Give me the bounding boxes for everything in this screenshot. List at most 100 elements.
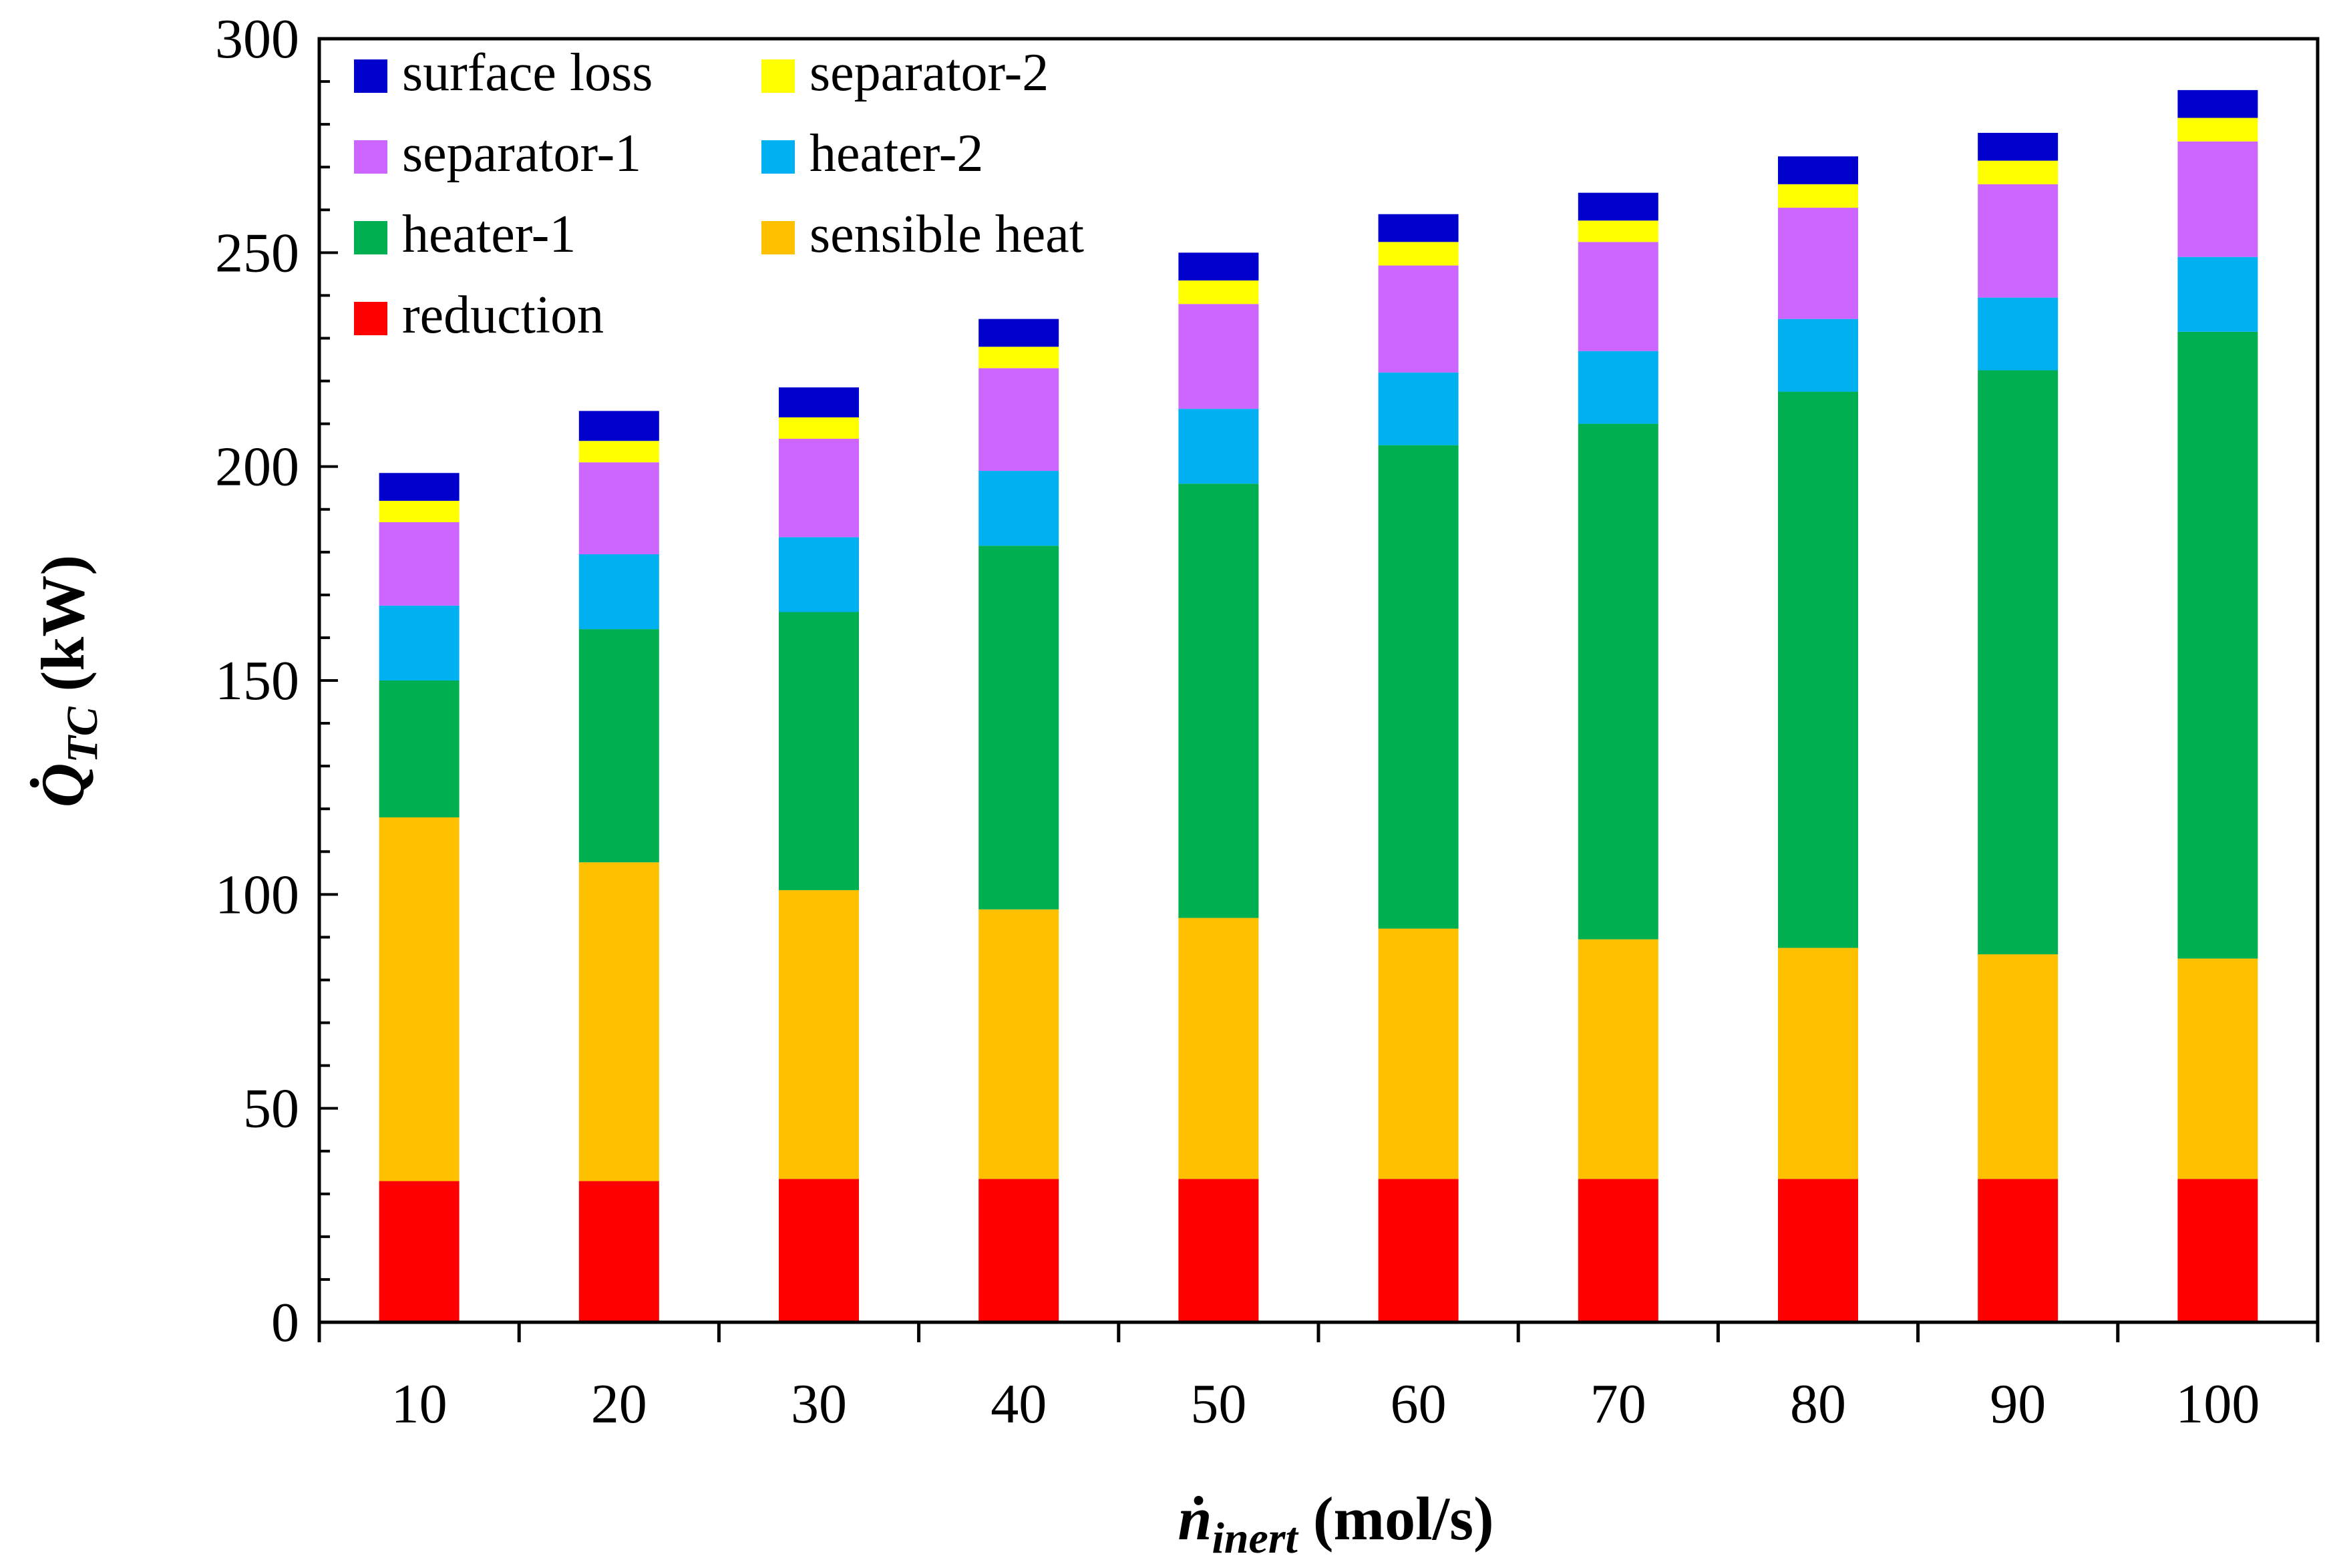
bar-segment-heater-1-50	[1178, 483, 1259, 918]
legend-swatch	[354, 140, 387, 174]
bar-segment-reduction-100	[2177, 1179, 2258, 1322]
x-tick-label: 80	[1790, 1373, 1846, 1435]
bar-segment-heater-2-90	[1978, 297, 2058, 371]
bar-segment-separator-2-50	[1178, 280, 1259, 305]
y-axis-subscript: TC	[58, 706, 107, 763]
legend-item-separator-2: separator-2	[761, 43, 1049, 102]
x-tick-label: 10	[391, 1373, 447, 1435]
x-axis-subscript: inert	[1212, 1514, 1298, 1563]
bar-segment-reduction-10	[379, 1181, 460, 1322]
y-axis-ticks: 0 50 100 150 200 250 300	[215, 8, 338, 1354]
bar-segment-heater-2-40	[978, 471, 1059, 546]
bar-segment-surface-loss-90	[1978, 132, 2058, 161]
bar-segment-separator-2-30	[779, 417, 859, 439]
legend-label: separator-2	[810, 43, 1049, 102]
bar-segment-reduction-90	[1978, 1179, 2058, 1322]
bar-segment-surface-loss-100	[2177, 89, 2258, 118]
bar-group	[379, 89, 2258, 1322]
legend-label: surface loss	[402, 43, 653, 102]
bar-segment-separator-2-60	[1378, 242, 1459, 266]
bar-segment-separator-1-30	[779, 439, 859, 538]
legend-swatch	[354, 302, 387, 335]
bar-segment-sensible-heat-10	[379, 817, 460, 1181]
legend-swatch	[761, 140, 795, 174]
bar-segment-separator-2-40	[978, 347, 1059, 369]
bar-segment-heater-1-90	[1978, 370, 2058, 955]
bar-segment-reduction-70	[1578, 1179, 1658, 1322]
bar-segment-heater-2-100	[2177, 256, 2258, 332]
bar-segment-surface-loss-60	[1378, 214, 1459, 242]
x-tick-label: 30	[791, 1373, 847, 1435]
legend-item-surface-loss: surface loss	[354, 43, 653, 102]
legend-swatch	[761, 59, 795, 93]
bar-segment-separator-2-10	[379, 500, 460, 522]
legend-item-heater-2: heater-2	[761, 124, 983, 183]
bar-segment-heater-2-70	[1578, 351, 1658, 424]
bar-segment-heater-1-70	[1578, 423, 1658, 940]
y-tick-label: 100	[215, 863, 299, 926]
legend-label: separator-1	[402, 124, 641, 183]
bar-segment-surface-loss-40	[978, 319, 1059, 347]
bar-segment-heater-2-20	[578, 554, 659, 630]
legend-label: sensible heat	[810, 205, 1084, 264]
bar-segment-heater-2-10	[379, 605, 460, 680]
bar-segment-sensible-heat-90	[1978, 954, 2058, 1179]
bar-segment-heater-1-20	[578, 629, 659, 863]
x-tick-label: 90	[1990, 1373, 2046, 1435]
legend-item-heater-1: heater-1	[354, 205, 576, 264]
legend-label: reduction	[402, 286, 604, 345]
bar-segment-separator-1-10	[379, 522, 460, 606]
bar-segment-sensible-heat-100	[2177, 958, 2258, 1179]
bar-segment-separator-2-20	[578, 441, 659, 463]
y-tick-label: 150	[215, 650, 299, 712]
bar-segment-heater-2-50	[1178, 409, 1259, 484]
bar-segment-reduction-30	[779, 1179, 859, 1322]
bar-segment-separator-2-90	[1978, 160, 2058, 184]
bar-segment-separator-1-70	[1578, 242, 1658, 351]
bar-segment-surface-loss-80	[1778, 156, 1858, 184]
x-axis-ticks: 10 20 30 40 50 60 70 80 90 100	[317, 1322, 2320, 1435]
bar-segment-separator-2-70	[1578, 220, 1658, 242]
y-tick-label: 200	[215, 436, 299, 498]
legend-item-sensible-heat: sensible heat	[761, 205, 1084, 264]
bar-segment-sensible-heat-30	[779, 890, 859, 1179]
x-tick-label: 60	[1391, 1373, 1447, 1435]
bar-segment-reduction-50	[1178, 1179, 1259, 1322]
bar-segment-separator-1-60	[1378, 265, 1459, 373]
bar-segment-heater-1-80	[1778, 391, 1858, 948]
x-axis-unit: (mol/s)	[1298, 1485, 1494, 1553]
bar-segment-separator-1-80	[1778, 208, 1858, 319]
x-axis-symbol: ṅ	[1178, 1485, 1212, 1553]
legend-swatch	[354, 59, 387, 93]
bar-segment-surface-loss-70	[1578, 192, 1658, 221]
y-axis-unit: (kW)	[29, 555, 97, 707]
bar-segment-sensible-heat-60	[1378, 928, 1459, 1179]
legend-swatch	[354, 221, 387, 254]
y-tick-label: 0	[271, 1292, 299, 1354]
y-tick-label: 50	[243, 1078, 299, 1140]
legend: surface loss separator-2 separator-1 heater…	[354, 43, 1084, 345]
bar-segment-sensible-heat-80	[1778, 948, 1858, 1179]
bar-segment-heater-1-10	[379, 680, 460, 818]
bar-segment-sensible-heat-50	[1178, 918, 1259, 1179]
bar-segment-separator-1-100	[2177, 141, 2258, 257]
bar-segment-separator-2-100	[2177, 118, 2258, 142]
bar-segment-sensible-heat-70	[1578, 939, 1658, 1179]
bar-segment-sensible-heat-40	[978, 909, 1059, 1179]
bar-segment-heater-2-80	[1778, 319, 1858, 392]
bar-segment-separator-2-80	[1778, 184, 1858, 208]
bar-segment-surface-loss-30	[779, 387, 859, 417]
bar-segment-separator-1-50	[1178, 304, 1259, 409]
bar-segment-separator-1-20	[578, 462, 659, 555]
bar-segment-sensible-heat-20	[578, 862, 659, 1181]
bar-segment-heater-1-60	[1378, 445, 1459, 929]
bar-segment-heater-1-30	[779, 612, 859, 890]
legend-label: heater-2	[810, 124, 983, 183]
legend-swatch	[761, 221, 795, 254]
bar-segment-heater-2-30	[779, 537, 859, 612]
x-tick-label: 100	[2175, 1373, 2260, 1435]
x-axis-title: ṅinert (mol/s)	[1178, 1485, 1493, 1563]
bar-segment-separator-1-90	[1978, 184, 2058, 298]
x-tick-label: 70	[1590, 1373, 1646, 1435]
